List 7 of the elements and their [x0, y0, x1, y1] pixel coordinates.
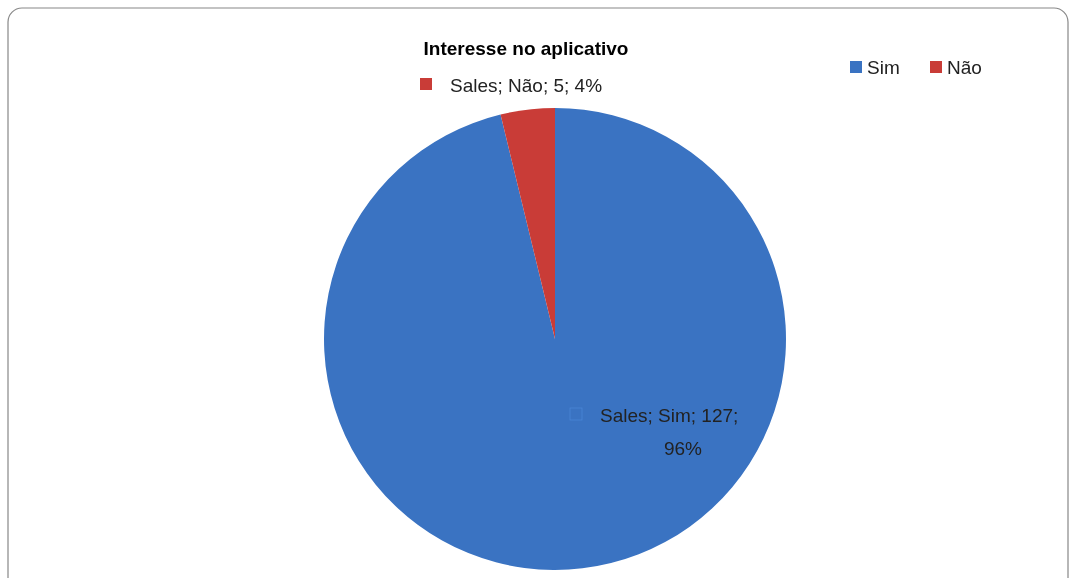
legend-label: Sim — [867, 57, 900, 78]
data-label: Sales; Não; 5; 4% — [450, 75, 603, 96]
pie-slice — [500, 108, 555, 339]
pie-slice — [324, 108, 786, 570]
chart-title: Interesse no aplicativo — [423, 38, 629, 59]
legend-label: Não — [947, 57, 982, 78]
data-label: Sales; Sim; 127; 96% — [600, 405, 739, 459]
